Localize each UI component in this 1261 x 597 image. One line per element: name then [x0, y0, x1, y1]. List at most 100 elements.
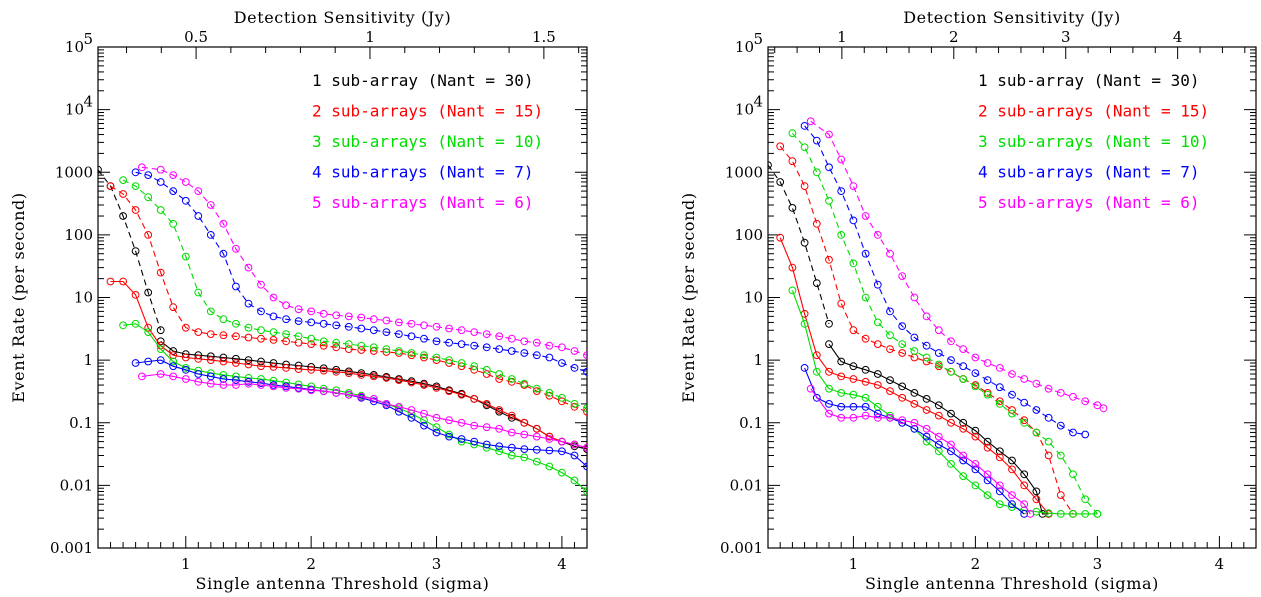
panel-1-data-point — [495, 447, 504, 456]
panel-2-data-point — [837, 155, 846, 164]
panel-1-data-point — [156, 345, 165, 354]
panel-1-data-point — [332, 311, 341, 320]
panel-1-data-point — [507, 377, 516, 386]
panel-1-series-group — [98, 163, 587, 496]
panel-1-data-point — [106, 182, 115, 191]
panel-1-data-point — [532, 351, 541, 360]
panel-2-data-point — [995, 383, 1004, 392]
panel-2-data-point — [898, 340, 907, 349]
panel-1-top-axis-title: Detection Sensitivity (Jy) — [234, 8, 452, 27]
panel-1-data-point — [219, 357, 228, 366]
panel-2-data-point — [806, 117, 815, 126]
panel-1-data-point — [307, 334, 316, 343]
panel-2-data-point — [995, 453, 1004, 462]
panel-2-data-point — [1032, 428, 1041, 437]
panel-2-data-point — [886, 307, 894, 316]
panel-1-data-point — [332, 321, 341, 330]
panel-2-data-point — [812, 219, 821, 228]
panel-2-data-point — [861, 377, 870, 386]
panel-1-data-point — [144, 231, 153, 239]
panel-1-data-point — [156, 370, 165, 378]
panel-2-data-point — [1008, 491, 1016, 500]
panel-2-data-point — [800, 182, 809, 191]
panel-1-data-point — [219, 375, 228, 383]
panel-1-data-point — [407, 413, 416, 422]
panel-1-data-point — [282, 384, 291, 392]
panel-1-data-point — [420, 351, 428, 360]
panel-2-top-tick-label: 2 — [949, 28, 959, 46]
panel-2-data-point — [934, 411, 943, 420]
panel-2-data-point — [995, 400, 1004, 408]
panel-2-data-point — [1056, 421, 1065, 430]
panel-2-y-tick-label: 10 — [744, 289, 763, 307]
panel-2-data-point — [947, 440, 955, 449]
panel-1-data-point — [219, 331, 228, 340]
panel-2-data-point — [971, 369, 980, 378]
panel-2-series-line — [828, 343, 1049, 515]
panel-2-data-point — [1032, 406, 1041, 414]
panel-2-data-point — [806, 384, 815, 393]
panel-2-series-line — [768, 164, 830, 324]
panel-1-data-point — [570, 476, 579, 485]
panel-1-data-point — [244, 379, 253, 388]
panel-2-data-point — [910, 389, 919, 397]
panel-1-data-point — [257, 326, 265, 335]
panel-1-data-point — [106, 277, 115, 286]
panel-1-series-line — [160, 340, 587, 450]
panel-1-data-point — [181, 178, 190, 186]
panel-1-data-point — [507, 443, 516, 452]
panel-2-data-point — [898, 382, 907, 391]
panel-1-y-tick-exponent: 5 — [83, 30, 93, 48]
panel-2-data-point — [837, 299, 846, 308]
panel-1-data-point — [332, 389, 341, 397]
panel-1-data-point — [194, 212, 203, 220]
panel-1-data-point — [445, 430, 454, 439]
panel-2-data-point — [1056, 389, 1065, 397]
panel-2-data-point — [1056, 491, 1065, 500]
panel-2-y-tick-label: 0.001 — [720, 539, 763, 557]
panel-1-data-point — [495, 370, 504, 378]
panel-1-data-point — [294, 317, 303, 326]
panel-2-data-point — [959, 345, 968, 354]
panel-2-y-tick-label: 1 — [753, 351, 763, 369]
panel-1-data-point — [520, 337, 529, 346]
panel-1-data-point — [269, 336, 278, 344]
panel-1-top-tick-label: 0.5 — [184, 28, 208, 46]
panel-1-data-point — [570, 451, 579, 460]
panel-1-data-point — [482, 370, 491, 378]
panel-1-data-point — [181, 196, 190, 205]
panel-1-data-point — [558, 437, 566, 446]
panel-1-data-point — [445, 356, 454, 365]
panel-1-data-point — [119, 321, 127, 330]
panel-1-data-point — [457, 326, 466, 335]
panel-1-data-point — [319, 384, 328, 393]
panel-2-data-point — [1026, 510, 1035, 518]
panel-1-data-point — [131, 291, 140, 299]
panel-1-data-point — [570, 400, 579, 408]
panel-2-data-point — [995, 487, 1004, 496]
panel-1-data-point — [181, 375, 190, 383]
panel-2-data-point — [849, 362, 858, 371]
panel-1-data-point — [545, 432, 554, 441]
panel-2-data-point — [825, 400, 833, 408]
panel-2-data-point — [812, 279, 821, 288]
panel-1-data-point — [344, 340, 353, 349]
panel-2-data-point — [1032, 487, 1041, 496]
panel-1-data-point — [507, 451, 516, 460]
panel-1-data-point — [244, 360, 253, 369]
panel-1-data-point — [583, 351, 587, 360]
panel-1-data-point — [558, 468, 566, 477]
panel-1-data-point — [545, 446, 554, 455]
panel-1-data-point — [194, 288, 203, 297]
panel-1-series-line — [110, 185, 587, 413]
panel-1-data-point — [357, 392, 366, 401]
panel-1-data-point — [269, 382, 278, 391]
panel-1-data-point — [169, 362, 178, 371]
panel-2-series-line — [804, 367, 1025, 515]
panel-1-data-point — [470, 341, 479, 350]
panel-2-data-point — [1044, 437, 1053, 446]
panel-2-data-point — [1069, 392, 1077, 401]
panel-2-data-point — [947, 337, 955, 346]
panel-2-data-point — [1081, 397, 1090, 406]
panel-1-data-point — [232, 319, 240, 328]
